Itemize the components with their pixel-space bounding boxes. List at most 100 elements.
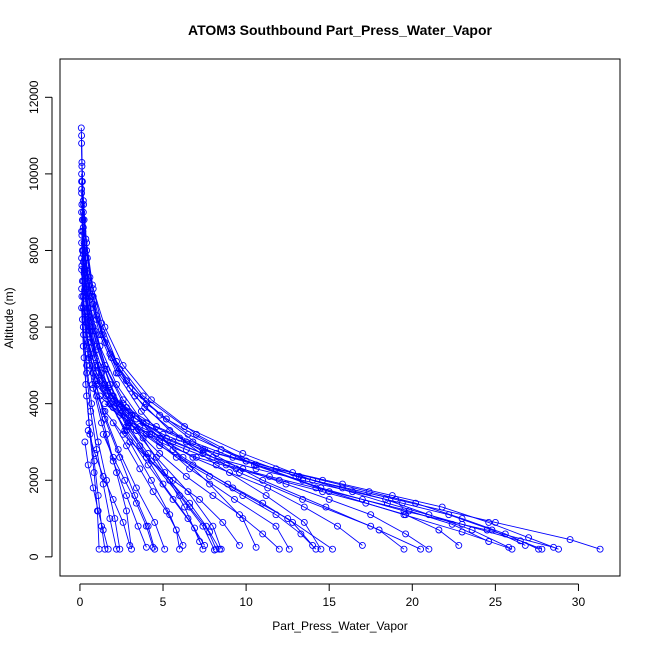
series-profile	[78, 292, 120, 553]
y-tick-label: 8000	[27, 237, 41, 264]
data-point	[156, 438, 164, 446]
series-profile	[78, 201, 325, 553]
data-point	[192, 453, 200, 461]
series-profile	[84, 338, 433, 553]
data-point	[468, 526, 476, 534]
data-point	[259, 476, 267, 484]
data-point	[151, 545, 159, 553]
data-point	[252, 543, 260, 551]
series-line	[87, 342, 430, 550]
data-point	[84, 427, 92, 434]
data-point	[161, 545, 169, 553]
series-profile	[84, 427, 134, 549]
data-point	[78, 247, 86, 254]
data-point	[91, 327, 99, 335]
data-point	[259, 499, 267, 507]
data-point	[259, 530, 267, 538]
data-point	[136, 465, 144, 473]
data-point	[90, 469, 98, 477]
data-point	[224, 480, 232, 488]
series-line	[81, 296, 117, 550]
data-point	[216, 545, 223, 553]
data-point	[297, 530, 305, 538]
data-point	[84, 461, 92, 469]
x-tick-label: 15	[323, 595, 337, 609]
data-point	[113, 469, 120, 477]
data-point	[93, 392, 101, 400]
data-point	[367, 511, 375, 519]
data-point	[129, 423, 137, 431]
data-point	[329, 545, 336, 553]
series-profile	[101, 400, 463, 549]
data-point	[78, 227, 86, 235]
data-point	[109, 453, 117, 461]
data-point	[142, 543, 150, 551]
data-point	[181, 503, 189, 511]
data-point	[349, 488, 356, 496]
data-point	[252, 465, 260, 473]
data-point	[252, 461, 260, 469]
data-point	[159, 480, 167, 488]
data-point	[179, 541, 187, 549]
data-point	[488, 526, 496, 534]
data-point	[202, 522, 210, 530]
data-point	[142, 400, 150, 408]
x-axis-label: Part_Press_Water_Vapor	[272, 619, 407, 633]
series-profile	[84, 350, 513, 551]
data-point	[83, 331, 91, 339]
data-point	[99, 526, 107, 534]
data-point	[212, 461, 220, 469]
x-tick-label: 10	[239, 595, 253, 609]
data-point	[285, 545, 293, 553]
data-point	[80, 354, 88, 362]
data-point	[84, 338, 92, 346]
series-line	[81, 235, 215, 551]
data-point	[101, 415, 109, 423]
data-point	[182, 446, 190, 454]
data-point	[109, 392, 117, 400]
data-point	[425, 545, 433, 553]
data-point	[98, 419, 105, 427]
series-line	[80, 127, 543, 550]
data-point	[101, 323, 109, 331]
data-point	[485, 538, 493, 545]
series-profile	[78, 139, 557, 551]
series-line	[102, 434, 154, 548]
data-point	[538, 545, 546, 553]
y-tick-label: 0	[27, 553, 41, 560]
data-point	[402, 511, 410, 519]
data-point	[176, 545, 184, 553]
data-point	[405, 507, 413, 515]
data-point	[126, 411, 134, 419]
series-line	[92, 372, 559, 550]
data-point	[229, 453, 237, 461]
data-point	[111, 515, 119, 523]
data-point	[86, 361, 94, 369]
data-point	[95, 545, 103, 553]
data-point	[417, 545, 425, 553]
data-point	[78, 231, 86, 239]
data-point	[103, 392, 110, 400]
data-point	[232, 465, 240, 473]
data-point	[78, 178, 86, 185]
data-point	[182, 472, 190, 480]
data-point	[119, 518, 127, 526]
data-point	[124, 419, 132, 427]
data-point	[438, 503, 446, 511]
data-point	[362, 499, 370, 507]
x-tick-label: 30	[572, 595, 586, 609]
data-point	[84, 350, 92, 358]
data-point	[89, 369, 97, 377]
data-point	[189, 438, 197, 446]
data-point	[128, 545, 135, 553]
data-point	[99, 472, 107, 480]
data-point	[192, 430, 200, 438]
series-line	[86, 323, 317, 550]
series-profile	[83, 319, 320, 553]
data-point	[209, 522, 217, 530]
data-point	[196, 538, 204, 545]
data-point	[322, 503, 330, 511]
chart-title: ATOM3 Southbound Part_Press_Water_Vapor	[188, 22, 492, 38]
data-point	[299, 495, 307, 503]
data-point	[126, 541, 134, 549]
